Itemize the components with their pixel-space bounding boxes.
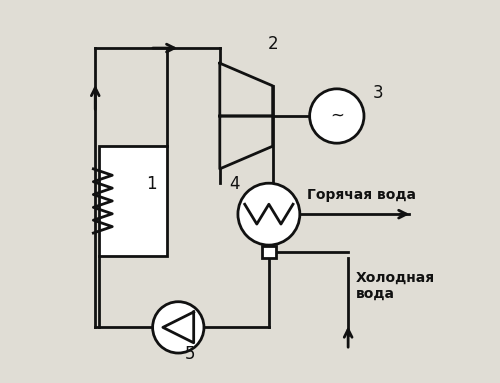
Text: 3: 3 [373, 84, 384, 102]
Bar [262, 246, 276, 258]
Circle shape [238, 183, 300, 245]
Text: 4: 4 [230, 175, 240, 193]
Text: 2: 2 [268, 35, 278, 53]
Text: ~: ~ [330, 107, 344, 125]
Text: Горячая вода: Горячая вода [306, 188, 416, 202]
Bar [99, 146, 167, 256]
Text: Холодная
вода: Холодная вода [356, 271, 435, 301]
Circle shape [310, 89, 364, 143]
Text: 5: 5 [184, 345, 195, 363]
Text: 1: 1 [146, 175, 157, 193]
Circle shape [152, 302, 204, 353]
